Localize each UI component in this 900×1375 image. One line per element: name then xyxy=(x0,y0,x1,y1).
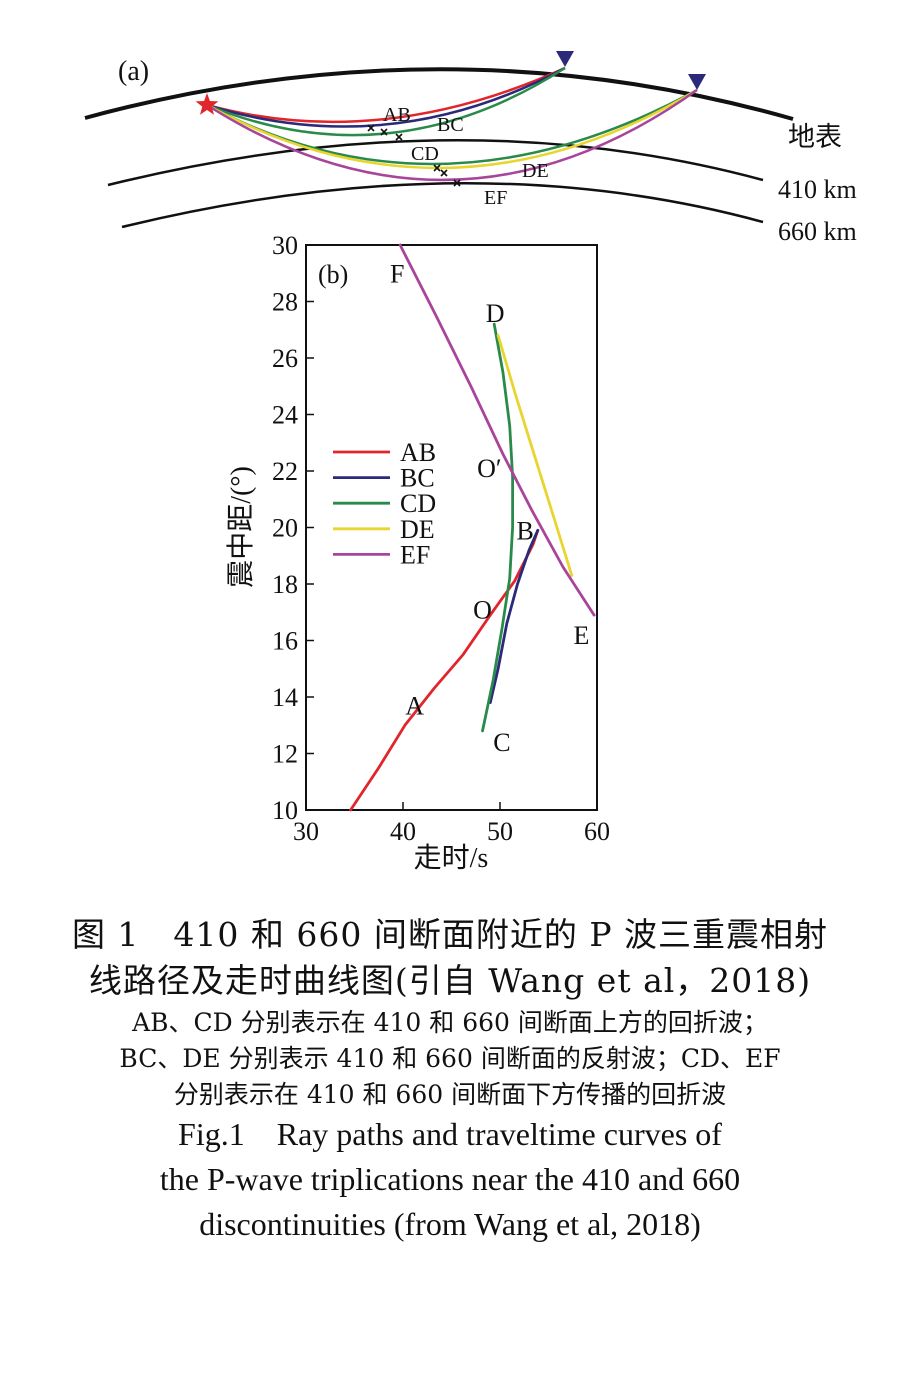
legend-label: EF xyxy=(400,540,430,569)
y-axis-label: 震中距/(°) xyxy=(225,466,257,588)
ray-label-ef: EF xyxy=(484,187,507,209)
curve-point-label: F xyxy=(390,259,404,288)
x-axis-label: 走时/s xyxy=(414,842,489,874)
legend-label: CD xyxy=(400,489,436,518)
caption-en-line: discontinuities (from Wang et al, 2018) xyxy=(199,1206,701,1242)
traveltime-curves xyxy=(349,243,596,812)
y-tick-label: 20 xyxy=(272,514,298,543)
x-tick-label: 30 xyxy=(293,817,319,846)
x-tick-label: 40 xyxy=(390,817,416,846)
discontinuity-660-line xyxy=(121,182,764,229)
inverted-triangle-icon xyxy=(556,51,574,67)
x-tick-label: 60 xyxy=(584,817,610,846)
y-tick-label: 14 xyxy=(272,683,298,712)
curve-bc xyxy=(488,528,540,704)
axis-ticks: 30 40 50 60 10 12 14 16 18 20 22 24 26 28 30 xyxy=(272,231,610,846)
y-tick-label: 22 xyxy=(272,457,298,486)
legend-label: AB xyxy=(400,438,436,467)
curve-point-label: E xyxy=(574,621,590,650)
caption-en-line: the P-wave triplications near the 410 an… xyxy=(159,1161,741,1197)
curve-point-label: D xyxy=(486,299,505,328)
curve-point-label: O xyxy=(473,595,492,624)
caption-zh-title-line: 图 1 410 和 660 间断面附近的 P 波三重震相射 xyxy=(71,915,829,954)
figure-1: (a) AB BC CD DE EF 地表 410 km 660 km xyxy=(84,51,857,874)
y-tick-label: 12 xyxy=(272,740,298,769)
ray-path-de xyxy=(206,88,698,170)
y-tick-label: 30 xyxy=(272,231,298,260)
y-tick-label: 26 xyxy=(272,344,298,373)
curve-point-label: B xyxy=(517,516,534,545)
curve-point-label: O′ xyxy=(477,454,501,483)
curve-annotations: F D O′ B O E A C xyxy=(390,259,589,757)
x-tick-label: 50 xyxy=(487,817,513,846)
ray-path-bc xyxy=(206,66,566,128)
y-tick-label: 10 xyxy=(272,796,298,825)
legend-label: DE xyxy=(400,515,435,544)
figure-caption: 图 1 410 和 660 间断面附近的 P 波三重震相射 线路径及走时曲线图(… xyxy=(0,918,900,1253)
curve-point-label: C xyxy=(493,728,510,757)
panel-a-label: (a) xyxy=(118,56,149,87)
y-tick-label: 24 xyxy=(272,401,298,430)
caption-zh-note-line: BC、DE 分别表示 410 和 660 间断面的反射波；CD、EF xyxy=(119,1044,781,1073)
caption-zh-note-line: 分别表示在 410 和 660 间断面下方传播的回折波 xyxy=(173,1080,727,1109)
ray-label-cd: CD xyxy=(411,143,439,165)
caption-zh-title-line: 线路径及走时曲线图(引自 Wang et al，2018) xyxy=(88,961,812,1000)
surface-label: 地表 xyxy=(788,122,842,152)
ray-path-cd-shallow xyxy=(206,66,566,137)
turning-point-markers xyxy=(367,124,461,187)
y-tick-label: 18 xyxy=(272,570,298,599)
curve-de xyxy=(496,333,574,577)
panel-b-traveltime-chart: 30 40 50 60 10 12 14 16 18 20 22 24 26 28 30 F D O′ B O E A C… xyxy=(225,231,610,874)
caption-zh-note-line: AB、CD 分别表示在 410 和 660 间断面上方的回折波； xyxy=(132,1008,768,1037)
curve-cd xyxy=(481,322,514,733)
ray-path-ab xyxy=(206,66,566,124)
curve-ef xyxy=(398,243,596,617)
ray-path-ef xyxy=(206,88,698,182)
surface-line xyxy=(84,67,794,121)
y-tick-label: 16 xyxy=(272,627,298,656)
label-410km: 410 km xyxy=(778,175,857,204)
label-660km: 660 km xyxy=(778,217,857,246)
panel-a-ray-paths: (a) AB BC CD DE EF 地表 410 km 660 km xyxy=(84,51,857,246)
legend-label: BC xyxy=(400,464,435,493)
ray-label-ab: AB xyxy=(383,104,411,126)
curve-point-label: A xyxy=(405,691,424,720)
star-icon xyxy=(195,93,219,115)
panel-b-label: (b) xyxy=(318,260,348,289)
ray-label-bc: BC xyxy=(437,114,464,136)
y-tick-label: 28 xyxy=(272,288,298,317)
inverted-triangle-icon xyxy=(688,74,706,90)
discontinuity-410-line xyxy=(107,139,764,187)
caption-en-line: Fig.1 Ray paths and traveltime curves of xyxy=(178,1116,722,1152)
ray-label-de: DE xyxy=(522,160,549,182)
